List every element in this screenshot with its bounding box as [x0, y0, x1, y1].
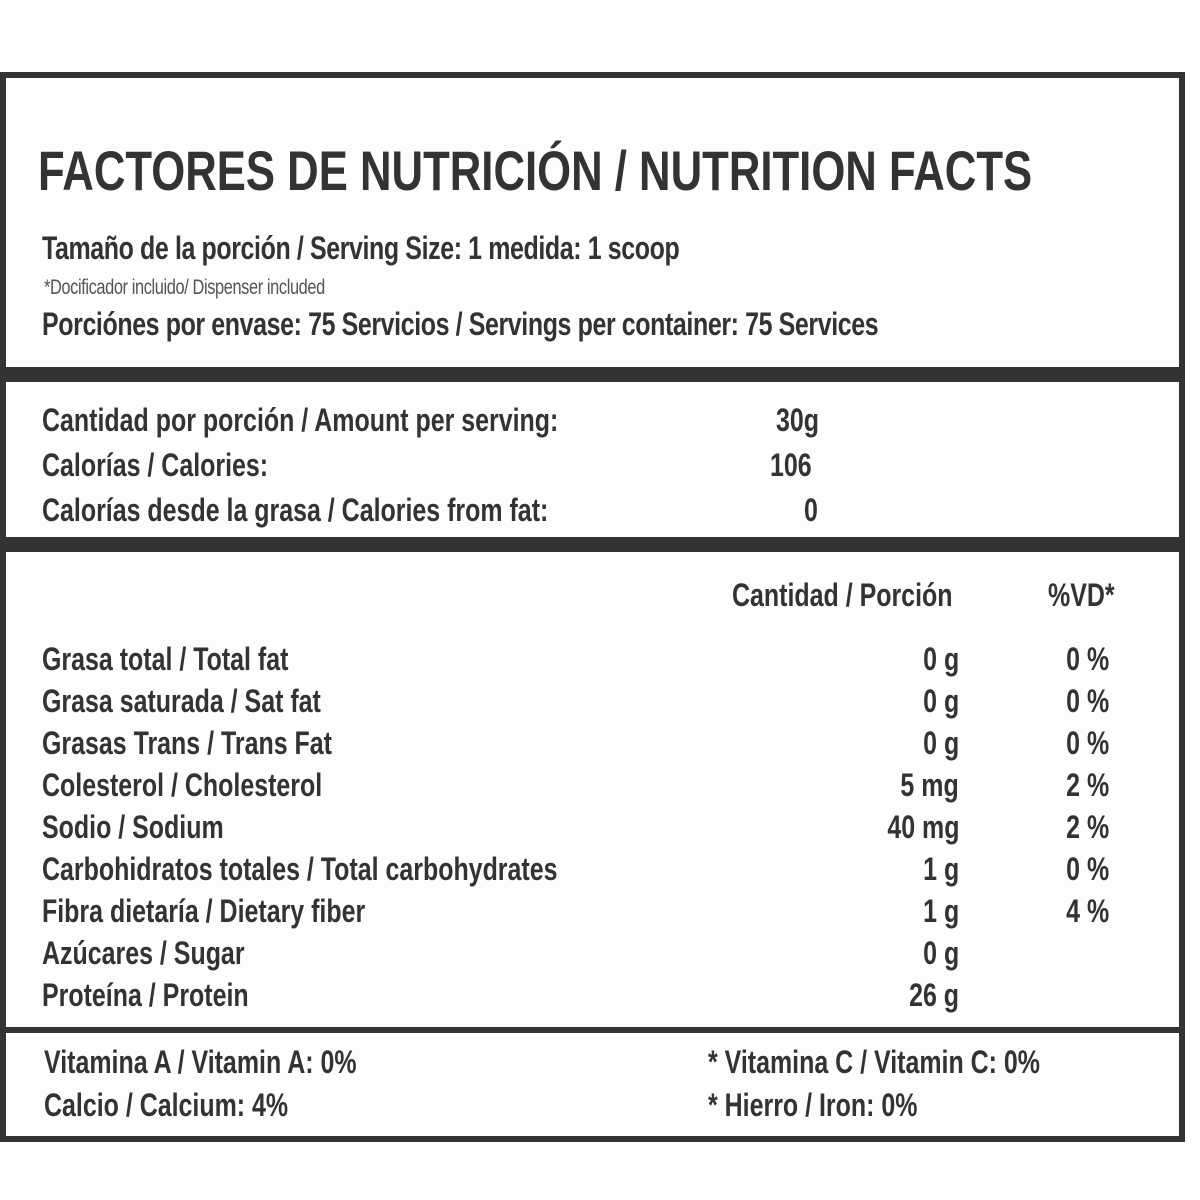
- nutrient-amount-text: 1 g: [922, 851, 959, 887]
- nutrient-amount: 0 g: [759, 683, 959, 720]
- nutrient-label-text: Sodio / Sodium: [42, 809, 224, 845]
- servings-per-container: Porciónes por envase: 75 Servicios / Ser…: [42, 306, 879, 342]
- nutrient-dv-text: 0 %: [1065, 641, 1109, 677]
- amount-per-serving-value: 30g: [776, 402, 831, 439]
- nutrient-dv-text: 2 %: [1065, 767, 1109, 803]
- nutrient-dv: 2 %: [989, 767, 1109, 804]
- nutrient-label: Grasas Trans / Trans Fat: [42, 725, 414, 762]
- nutrient-amount-text: 5 mg: [900, 767, 959, 803]
- calories-label: Calorías / Calories:: [42, 447, 332, 484]
- nutrient-label-text: Grasa saturada / Sat fat: [42, 683, 321, 719]
- iron: * Hierro / Iron: 0%: [708, 1087, 977, 1124]
- nutrient-amount-text: 0 g: [922, 935, 959, 971]
- calories-from-fat-text: Calorías desde la grasa / Calories from …: [42, 492, 549, 528]
- section-divider-thick: [6, 367, 1179, 382]
- nutrient-label: Colesterol / Cholesterol: [42, 767, 401, 804]
- vitamin-c-text: * Vitamina C / Vitamin C: 0%: [708, 1044, 1040, 1080]
- calories-from-fat-value: 0: [804, 492, 822, 529]
- dispenser-note: *Docificador incluido/ Dispenser include…: [44, 276, 325, 299]
- column-header-dv: %VD*: [1048, 577, 1133, 614]
- nutrient-amount-text: 26 g: [909, 977, 959, 1013]
- calcium-text: Calcio / Calcium: 4%: [44, 1087, 289, 1123]
- calories-from-fat-label: Calorías desde la grasa / Calories from …: [42, 492, 691, 529]
- nutrient-label-text: Azúcares / Sugar: [42, 935, 245, 971]
- column-header-amount-text: Cantidad / Porción: [732, 577, 953, 613]
- column-header-dv-text: %VD*: [1048, 577, 1115, 613]
- nutrient-dv: 0 %: [989, 683, 1109, 720]
- calories-value: 106: [770, 447, 823, 484]
- nutrient-dv: 2 %: [989, 809, 1109, 846]
- nutrient-label: Azúcares / Sugar: [42, 935, 302, 972]
- label-title: FACTORES DE NUTRICIÓN / NUTRITION FACTS: [38, 139, 1033, 202]
- nutrient-amount: 26 g: [759, 977, 959, 1014]
- nutrient-dv: 0 %: [989, 725, 1109, 762]
- nutrient-dv-text: 2 %: [1065, 809, 1109, 845]
- nutrient-label: Proteína / Protein: [42, 977, 307, 1014]
- nutrient-dv: 0 %: [989, 641, 1109, 678]
- nutrient-dv: 4 %: [989, 893, 1109, 930]
- nutrient-label: Fibra dietaría / Dietary fiber: [42, 893, 456, 930]
- section-divider-thick: [6, 537, 1179, 552]
- nutrient-label-text: Proteína / Protein: [42, 977, 249, 1013]
- amount-per-serving-label: Cantidad por porción / Amount per servin…: [42, 402, 704, 439]
- nutrient-amount: 40 mg: [759, 809, 959, 846]
- nutrient-dv-text: 0 %: [1065, 851, 1109, 887]
- calories-from-fat-value-text: 0: [804, 492, 818, 528]
- nutrient-amount: 1 g: [759, 851, 959, 888]
- vitamin-a: Vitamina A / Vitamin A: 0%: [44, 1044, 445, 1081]
- nutrient-amount-text: 40 mg: [886, 809, 959, 845]
- nutrient-dv-text: 4 %: [1065, 893, 1109, 929]
- nutrient-amount-text: 0 g: [922, 725, 959, 761]
- nutrient-amount-text: 1 g: [922, 893, 959, 929]
- nutrient-amount: 0 g: [759, 641, 959, 678]
- calories-label-text: Calorías / Calories:: [42, 447, 269, 483]
- nutrition-label: FACTORES DE NUTRICIÓN / NUTRITION FACTS …: [0, 72, 1185, 1142]
- nutrient-amount: 0 g: [759, 935, 959, 972]
- nutrient-label: Carbohidratos totales / Total carbohydra…: [42, 851, 703, 888]
- nutrient-amount: 0 g: [759, 725, 959, 762]
- calcium: Calcio / Calcium: 4%: [44, 1087, 357, 1124]
- nutrient-dv-text: 0 %: [1065, 725, 1109, 761]
- serving-size: Tamaño de la porción / Serving Size: 1 m…: [42, 230, 680, 266]
- amount-per-serving-text: Cantidad por porción / Amount per servin…: [42, 402, 559, 438]
- nutrient-amount-text: 0 g: [922, 683, 959, 719]
- iron-text: * Hierro / Iron: 0%: [708, 1087, 918, 1123]
- nutrient-label-text: Fibra dietaría / Dietary fiber: [42, 893, 366, 929]
- nutrient-amount: 1 g: [759, 893, 959, 930]
- nutrient-label-text: Carbohidratos totales / Total carbohydra…: [42, 851, 558, 887]
- nutrient-dv: [989, 935, 1109, 972]
- nutrient-dv-text: 0 %: [1065, 683, 1109, 719]
- nutrient-label: Grasa saturada / Sat fat: [42, 683, 399, 720]
- vitamin-c: * Vitamina C / Vitamin C: 0%: [708, 1044, 1134, 1081]
- column-header-amount: Cantidad / Porción: [732, 577, 1015, 614]
- nutrient-label-text: Colesterol / Cholesterol: [42, 767, 323, 803]
- calories-value-text: 106: [770, 447, 812, 483]
- nutrient-dv: 0 %: [989, 851, 1109, 888]
- amount-per-serving-value-text: 30g: [776, 402, 820, 438]
- nutrient-label-text: Grasas Trans / Trans Fat: [42, 725, 332, 761]
- nutrient-label: Grasa total / Total fat: [42, 641, 358, 678]
- nutrient-amount-text: 0 g: [922, 641, 959, 677]
- nutrient-dv: [989, 977, 1109, 1014]
- nutrient-label-text: Grasa total / Total fat: [42, 641, 289, 677]
- section-divider-thin: [6, 1027, 1179, 1033]
- nutrient-label: Sodio / Sodium: [42, 809, 275, 846]
- vitamin-a-text: Vitamina A / Vitamin A: 0%: [44, 1044, 357, 1080]
- nutrient-amount: 5 mg: [759, 767, 959, 804]
